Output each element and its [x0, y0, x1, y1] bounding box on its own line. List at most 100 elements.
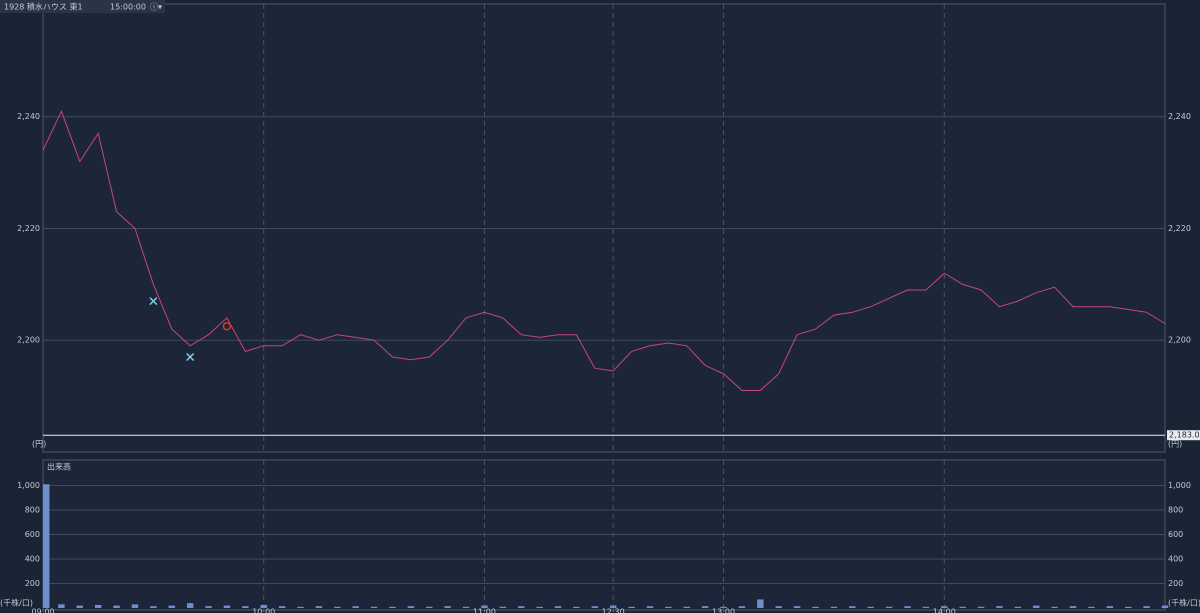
- volume-bar: [683, 606, 690, 608]
- volume-bar: [849, 606, 856, 608]
- volume-bar: [315, 606, 323, 608]
- volume-bar: [94, 604, 102, 608]
- volume-bar: [959, 606, 966, 608]
- x-tick-label: 09:00: [31, 608, 54, 613]
- chart-time: 15:00:00: [110, 3, 146, 12]
- info-icon[interactable]: ⓘ▾: [150, 3, 162, 12]
- x-tick-label: 12:30: [602, 608, 625, 613]
- x-tick-label: 14:00: [933, 608, 956, 613]
- volume-bar: [793, 606, 801, 608]
- y-tick-label: 600: [25, 530, 40, 539]
- y-axis-unit-right: (円): [1168, 440, 1182, 449]
- volume-bar: [481, 605, 488, 608]
- y-tick-label-right: 2,220: [1168, 224, 1191, 233]
- last-price-label: 2,183.0: [1169, 431, 1200, 440]
- volume-bar: [76, 605, 84, 608]
- y-tick-label-right: 1,000: [1168, 481, 1191, 490]
- volume-bar: [518, 606, 525, 608]
- volume-bar: [591, 606, 599, 608]
- volume-bar: [43, 484, 50, 608]
- volume-bar: [977, 606, 985, 608]
- volume-bar: [1106, 606, 1114, 608]
- volume-bar: [407, 606, 415, 608]
- volume-bar: [58, 604, 65, 608]
- y-tick-label-right: 800: [1168, 506, 1183, 515]
- volume-bar: [1161, 605, 1169, 608]
- volume-bar: [941, 606, 948, 608]
- volume-bar: [1033, 605, 1040, 608]
- volume-bar: [665, 606, 672, 608]
- volume-bar: [757, 599, 764, 608]
- y-axis-unit: (円): [32, 440, 46, 449]
- volume-bar: [444, 606, 451, 608]
- y-tick-label: 200: [25, 579, 40, 588]
- x-tick-label: 11:00: [473, 608, 496, 613]
- volume-bar: [1014, 606, 1022, 608]
- volume-bar: [150, 606, 157, 608]
- y-tick-label: 1,000: [17, 481, 40, 490]
- volume-bar: [867, 606, 874, 608]
- volume-bar: [297, 606, 304, 608]
- volume-bar: [260, 604, 267, 608]
- volume-bar: [242, 606, 249, 608]
- volume-bar: [536, 606, 543, 608]
- chart-title: 1928 積水ハウス 東1: [4, 2, 83, 12]
- volume-bar: [186, 603, 194, 608]
- volume-bar: [1143, 606, 1150, 608]
- y-tick-label: 2,200: [17, 336, 40, 345]
- volume-bar: [609, 605, 617, 608]
- y-tick-label-right: 600: [1168, 530, 1183, 539]
- volume-bar: [370, 606, 378, 608]
- volume-bar: [113, 605, 120, 608]
- y-tick-label-right: 2,240: [1168, 112, 1191, 121]
- y-tick-label-right: 400: [1168, 555, 1183, 564]
- volume-bar: [278, 606, 286, 608]
- header-tab: [0, 0, 165, 13]
- volume-bar: [573, 606, 580, 608]
- volume-bar: [389, 606, 396, 608]
- volume-bar: [1069, 606, 1077, 608]
- volume-bar: [922, 606, 930, 608]
- volume-bar: [352, 606, 359, 608]
- volume-bar: [1124, 606, 1132, 608]
- y-tick-label-right: 200: [1168, 579, 1183, 588]
- volume-unit: (千株/口): [0, 598, 33, 608]
- y-tick-label-right: 2,200: [1168, 336, 1191, 345]
- volume-bar: [334, 606, 341, 608]
- volume-bar: [1051, 606, 1058, 608]
- volume-bar: [499, 606, 507, 608]
- volume-bar: [812, 606, 819, 608]
- y-tick-label: 2,220: [17, 224, 40, 233]
- volume-bar: [904, 606, 911, 608]
- x-tick-label: 13:00: [712, 608, 735, 613]
- volume-bar: [131, 604, 139, 608]
- signal-cross: [186, 352, 195, 362]
- volume-bar: [738, 606, 746, 608]
- volume-bar: [646, 606, 654, 608]
- volume-bar: [223, 605, 231, 608]
- volume-bar: [885, 606, 893, 608]
- volume-bar: [628, 606, 635, 608]
- signal-cross: [149, 297, 158, 306]
- volume-bar: [554, 606, 562, 608]
- volume-bar: [1088, 606, 1095, 608]
- volume-bar: [775, 606, 782, 608]
- volume-bar: [720, 606, 727, 608]
- x-tick-label: 10:00: [252, 608, 275, 613]
- volume-bar: [701, 606, 709, 608]
- y-tick-label: 800: [25, 506, 40, 515]
- y-tick-label: 400: [25, 555, 40, 564]
- signal-circle: [222, 322, 232, 331]
- volume-bar: [996, 606, 1003, 608]
- volume-bar: [426, 606, 433, 608]
- last-price-box: [1167, 430, 1200, 441]
- volume-bar: [462, 606, 470, 608]
- volume-title: 出来高: [47, 462, 71, 472]
- volume-unit-right: (千株/口): [1168, 598, 1200, 608]
- y-tick-label: 2,240: [17, 112, 40, 121]
- volume-bar: [205, 606, 212, 608]
- volume-bar: [830, 606, 838, 608]
- volume-bar: [168, 605, 175, 608]
